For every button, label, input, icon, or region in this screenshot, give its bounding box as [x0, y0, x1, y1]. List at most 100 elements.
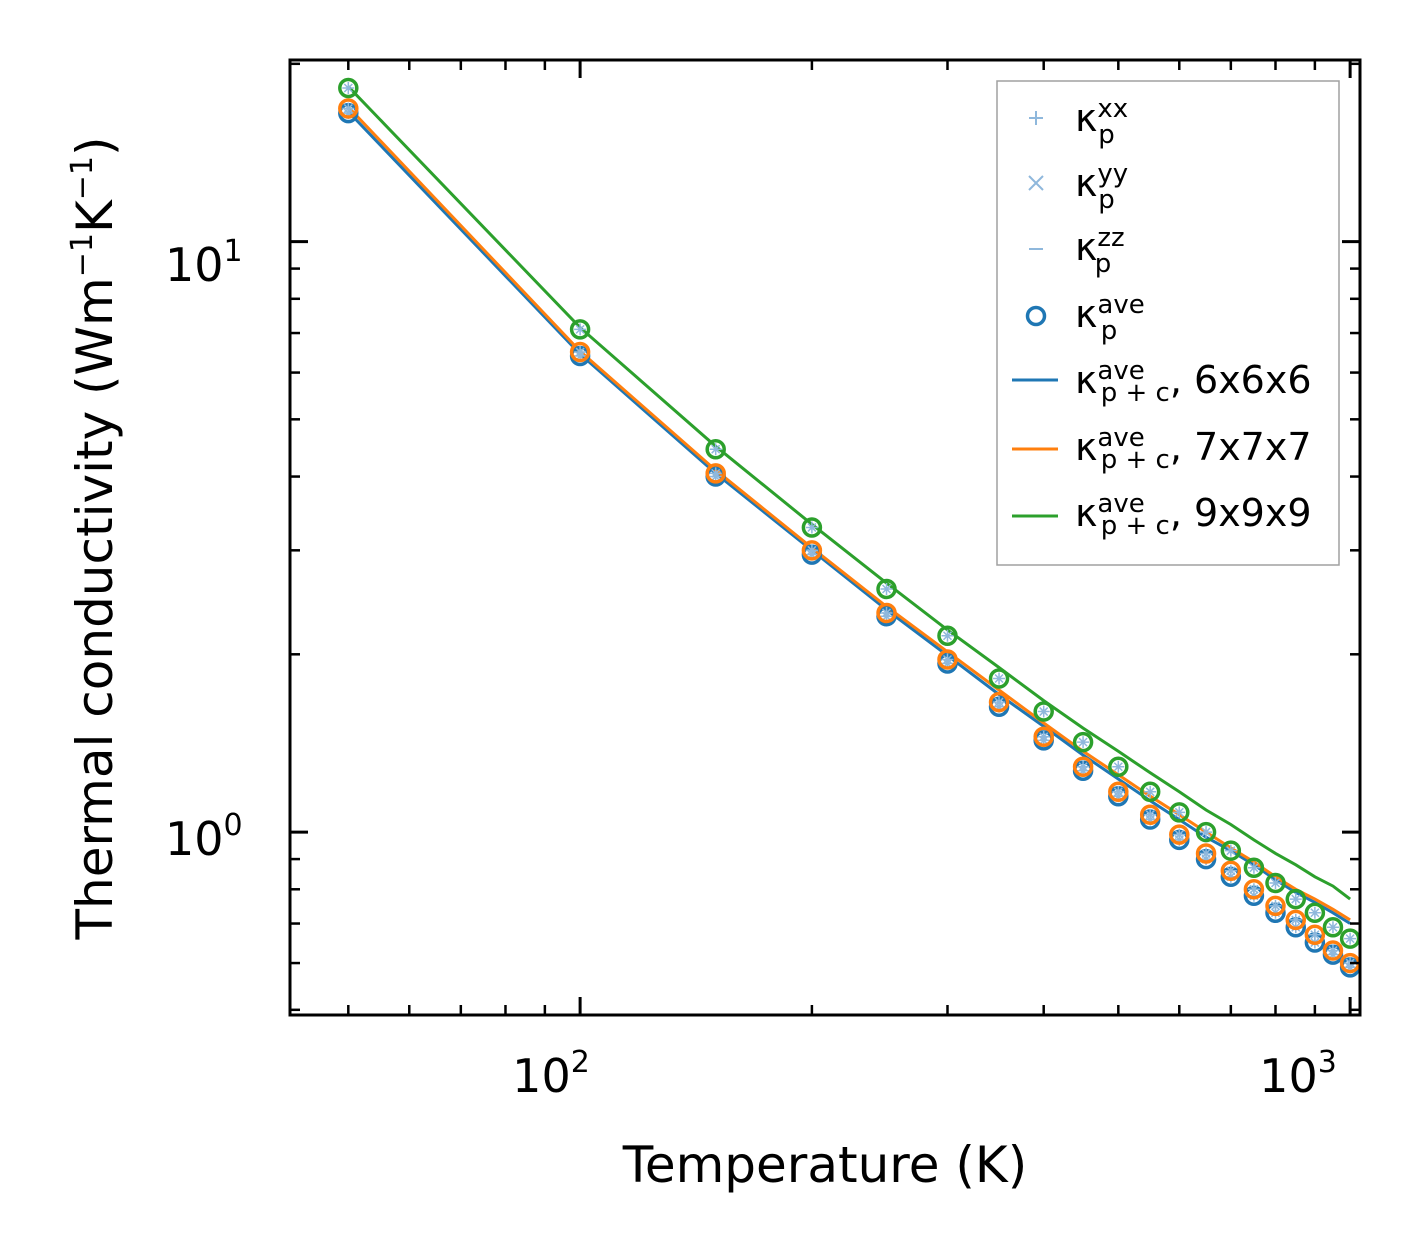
component-marker-9x9x9 — [1112, 760, 1125, 773]
component-marker-7x7x7 — [1269, 899, 1282, 912]
component-marker-9x9x9 — [1173, 806, 1186, 819]
y-axis-label: Thermal conductivity (Wm−1K−1) — [65, 137, 124, 941]
data-point-9x9x9 — [1169, 802, 1190, 823]
data-point-9x9x9 — [1304, 902, 1326, 924]
component-marker-9x9x9 — [1247, 861, 1260, 874]
data-point-9x9x9 — [876, 578, 897, 600]
legend-marker-plus — [1029, 111, 1043, 125]
data-point-9x9x9 — [1139, 781, 1161, 803]
data-point-7x7x7 — [1304, 924, 1326, 946]
data-point-9x9x9 — [1195, 821, 1217, 843]
data-point-7x7x7 — [1285, 909, 1307, 931]
series-line-7x7x7 — [347, 105, 1351, 922]
data-point-9x9x9 — [1243, 857, 1265, 879]
component-marker-9x9x9 — [1144, 785, 1157, 798]
legend-marker-x — [1028, 175, 1044, 191]
legend-label-kxx: κxx p — [1075, 94, 1128, 150]
y-tick-label-10: 101 — [165, 234, 243, 292]
component-marker-9x9x9 — [1289, 893, 1302, 906]
legend-label-kave: κave p — [1075, 290, 1145, 346]
component-marker-9x9x9 — [1344, 932, 1357, 945]
data-point-9x9x9 — [1108, 756, 1129, 778]
x-tick-label-1000: 103 — [1259, 1045, 1337, 1103]
x-axis-label: Temperature (K) — [622, 1136, 1027, 1194]
x-tick-labels: 102 103 — [512, 1045, 1337, 1103]
component-marker-9x9x9 — [574, 323, 587, 336]
data-point-7x7x7 — [937, 649, 958, 670]
data-point-9x9x9 — [569, 319, 591, 340]
component-marker-6x6x6 — [1247, 889, 1260, 902]
plot-frame — [288, 58, 1362, 1017]
data-point-9x9x9 — [1285, 888, 1307, 910]
data-point-7x7x7 — [801, 540, 823, 561]
series-line-9x9x9 — [347, 85, 1352, 901]
component-marker-7x7x7 — [1247, 883, 1260, 896]
component-marker-7x7x7 — [805, 544, 818, 557]
component-marker-7x7x7 — [1173, 828, 1186, 841]
component-marker-7x7x7 — [342, 102, 355, 115]
component-marker-9x9x9 — [709, 443, 722, 456]
component-marker-7x7x7 — [1144, 808, 1157, 821]
component-marker-9x9x9 — [342, 82, 355, 95]
x-tick-label-100: 102 — [512, 1045, 590, 1103]
data-point-7x7x7 — [1169, 824, 1190, 845]
component-marker-7x7x7 — [709, 467, 722, 480]
component-marker-9x9x9 — [941, 629, 954, 642]
component-marker-7x7x7 — [1326, 944, 1339, 957]
component-marker-7x7x7 — [1200, 847, 1213, 860]
data-point-7x7x7 — [1265, 895, 1286, 917]
data-point-7x7x7 — [988, 691, 1010, 713]
data-point-7x7x7 — [1322, 940, 1344, 961]
component-marker-9x9x9 — [880, 583, 893, 596]
component-marker-9x9x9 — [1224, 844, 1237, 857]
legend-marker-circle — [1025, 305, 1047, 327]
component-marker-7x7x7 — [1308, 928, 1321, 941]
component-marker-7x7x7 — [1077, 760, 1090, 773]
component-marker-6x6x6 — [1224, 870, 1237, 883]
axis-ticks — [290, 60, 1360, 1015]
legend-label-6x6x6: κave p + c, 6x6x6 — [1075, 356, 1312, 408]
data-point-7x7x7 — [1033, 726, 1054, 748]
data-point-7x7x7 — [705, 463, 726, 484]
component-marker-7x7x7 — [941, 653, 954, 666]
component-marker-7x7x7 — [880, 606, 893, 619]
data-point-9x9x9 — [1265, 872, 1286, 894]
data-point-7x7x7 — [1195, 843, 1217, 864]
data-point-7x7x7 — [1072, 756, 1094, 778]
data-point-9x9x9 — [1220, 840, 1242, 861]
data-point-9x9x9 — [1033, 701, 1054, 722]
legend-label-kyy: κyy p — [1075, 159, 1128, 215]
component-marker-7x7x7 — [574, 346, 587, 359]
legend: κxx p κyy p κzz p κave p κave p + c, 6x6x6 κa… — [996, 80, 1340, 566]
data-point-7x7x7 — [1108, 781, 1129, 803]
legend-markers — [1012, 111, 1058, 518]
component-marker-7x7x7 — [1289, 913, 1302, 926]
component-marker-7x7x7 — [1224, 864, 1237, 877]
data-point-9x9x9 — [801, 517, 823, 538]
legend-label-9x9x9: κave p + c, 9x9x9 — [1075, 489, 1312, 541]
legend-label-7x7x7: κave p + c, 7x7x7 — [1075, 423, 1312, 475]
component-marker-9x9x9 — [1308, 906, 1321, 919]
component-marker-7x7x7 — [993, 696, 1006, 709]
component-marker-9x9x9 — [993, 672, 1006, 685]
component-marker-9x9x9 — [805, 521, 818, 534]
data-point-9x9x9 — [338, 77, 359, 99]
component-marker-9x9x9 — [1200, 826, 1213, 839]
data-point-7x7x7 — [876, 602, 897, 624]
data-point-9x9x9 — [988, 668, 1010, 689]
plot-area — [338, 77, 1361, 978]
component-marker-9x9x9 — [1037, 705, 1050, 718]
data-point-9x9x9 — [1322, 916, 1344, 938]
legend-label-kzz: κzz p — [1075, 223, 1125, 279]
data-point-9x9x9 — [1072, 731, 1094, 753]
legend-box — [996, 80, 1340, 566]
data-point-7x7x7 — [1220, 860, 1242, 881]
data-point-7x7x7 — [1139, 804, 1161, 825]
data-point-9x9x9 — [937, 625, 958, 647]
y-tick-label-1: 100 — [165, 808, 243, 866]
data-point-7x7x7 — [569, 341, 591, 363]
component-marker-7x7x7 — [1037, 730, 1050, 743]
data-point-7x7x7 — [1243, 879, 1265, 900]
component-marker-9x9x9 — [1269, 876, 1282, 889]
